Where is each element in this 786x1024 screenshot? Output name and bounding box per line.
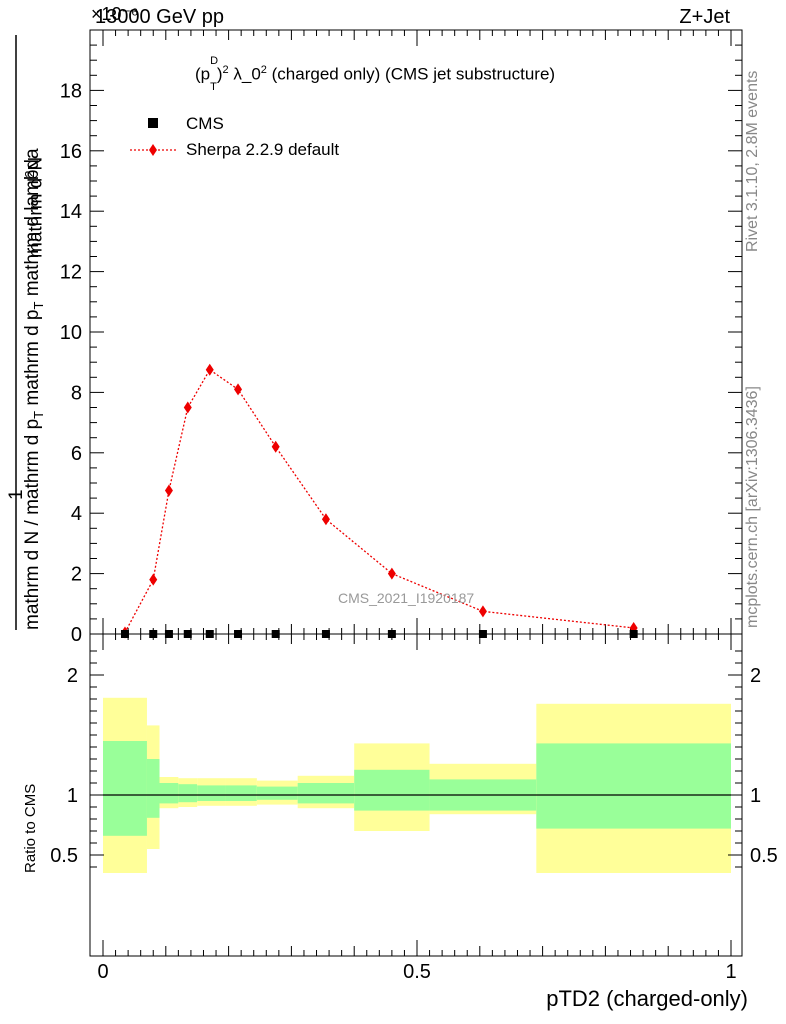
sherpa-point	[387, 567, 396, 580]
ratio-y-tick-label-right: 0.5	[750, 845, 778, 867]
ratio-inner-band	[178, 784, 198, 803]
main-y-tick-label: 14	[60, 201, 82, 223]
legend-marker-sherpa	[149, 144, 157, 156]
ratio-inner-band	[536, 743, 731, 829]
ratio-y-tick-label-right: 2	[750, 665, 761, 687]
sherpa-point	[234, 383, 243, 396]
sherpa-point	[478, 605, 487, 618]
main-y-tick-label: 2	[71, 564, 82, 586]
main-y-tick-label: 8	[71, 382, 82, 404]
ratio-inner-band	[197, 785, 226, 801]
cms-point	[321, 630, 330, 638]
main-y-tick-label: 10	[60, 322, 82, 344]
main-y-tick-label: 18	[60, 80, 82, 102]
sherpa-point	[149, 573, 158, 586]
ratio-x-tick-label: 0	[97, 961, 108, 983]
chart-title: (p D T)2 λ_02 (charged only) (CMS jet subs…	[195, 54, 556, 94]
sherpa-point	[205, 363, 214, 376]
main-y-tick-label: 16	[60, 141, 82, 163]
ratio-y-axis-label: Ratio to CMS	[22, 783, 39, 873]
main-y-tick-label: 0	[71, 624, 82, 646]
ratio-y-tick-label: 2	[67, 665, 78, 687]
ratio-inner-band	[354, 769, 430, 811]
ratio-inner-band	[103, 741, 147, 836]
ratio-y-tick-label: 1	[67, 785, 78, 807]
legend-marker-cms	[148, 118, 158, 128]
ratio-inner-band	[297, 783, 355, 804]
legend-label-sherpa: Sherpa 2.2.9 default	[186, 140, 340, 159]
ratio-y-tick-label-right: 1	[750, 785, 761, 807]
mcplots-label: mcplots.cern.ch [arXiv:1306.3436]	[744, 386, 761, 628]
ratio-x-tick-label: 1	[725, 961, 736, 983]
header-right: Z+Jet	[679, 6, 730, 28]
header-left: 13000 GeV pp	[95, 6, 224, 28]
cms-point	[271, 630, 280, 638]
ratio-inner-band	[225, 785, 257, 801]
rivet-version-label: Rivet 3.1.10, 2.8M events	[744, 70, 761, 252]
main-y-tick-label: 4	[71, 503, 82, 525]
main-y-tick-label: 6	[71, 443, 82, 465]
ratio-x-tick-label: 0.5	[403, 961, 431, 983]
cms-point	[164, 630, 173, 638]
ratio-inner-band	[146, 759, 160, 818]
main-y-axis-label-numerator: mathrm d2N	[22, 156, 47, 258]
cms-point	[478, 630, 487, 638]
x-axis-label: pTD2 (charged-only)	[546, 986, 748, 1011]
cms-point	[387, 630, 396, 638]
cms-point	[149, 630, 158, 638]
cms-point	[234, 630, 243, 638]
y-exponent: ×10⁻⁶	[91, 4, 139, 24]
sherpa-point	[164, 484, 173, 497]
sherpa-point	[183, 401, 192, 414]
ratio-inner-band	[256, 786, 298, 800]
cms-point	[629, 630, 638, 638]
sherpa-point	[321, 513, 330, 526]
cms-point	[183, 630, 192, 638]
legend-label-cms: CMS	[186, 114, 224, 133]
cms-point	[120, 630, 129, 638]
ratio-y-tick-label: 0.5	[50, 845, 78, 867]
analysis-watermark: CMS_2021_I1920187	[338, 590, 475, 606]
sherpa-point	[271, 440, 280, 453]
ratio-inner-band	[159, 783, 179, 804]
main-y-tick-label: 12	[60, 262, 82, 284]
cms-point	[205, 630, 214, 638]
